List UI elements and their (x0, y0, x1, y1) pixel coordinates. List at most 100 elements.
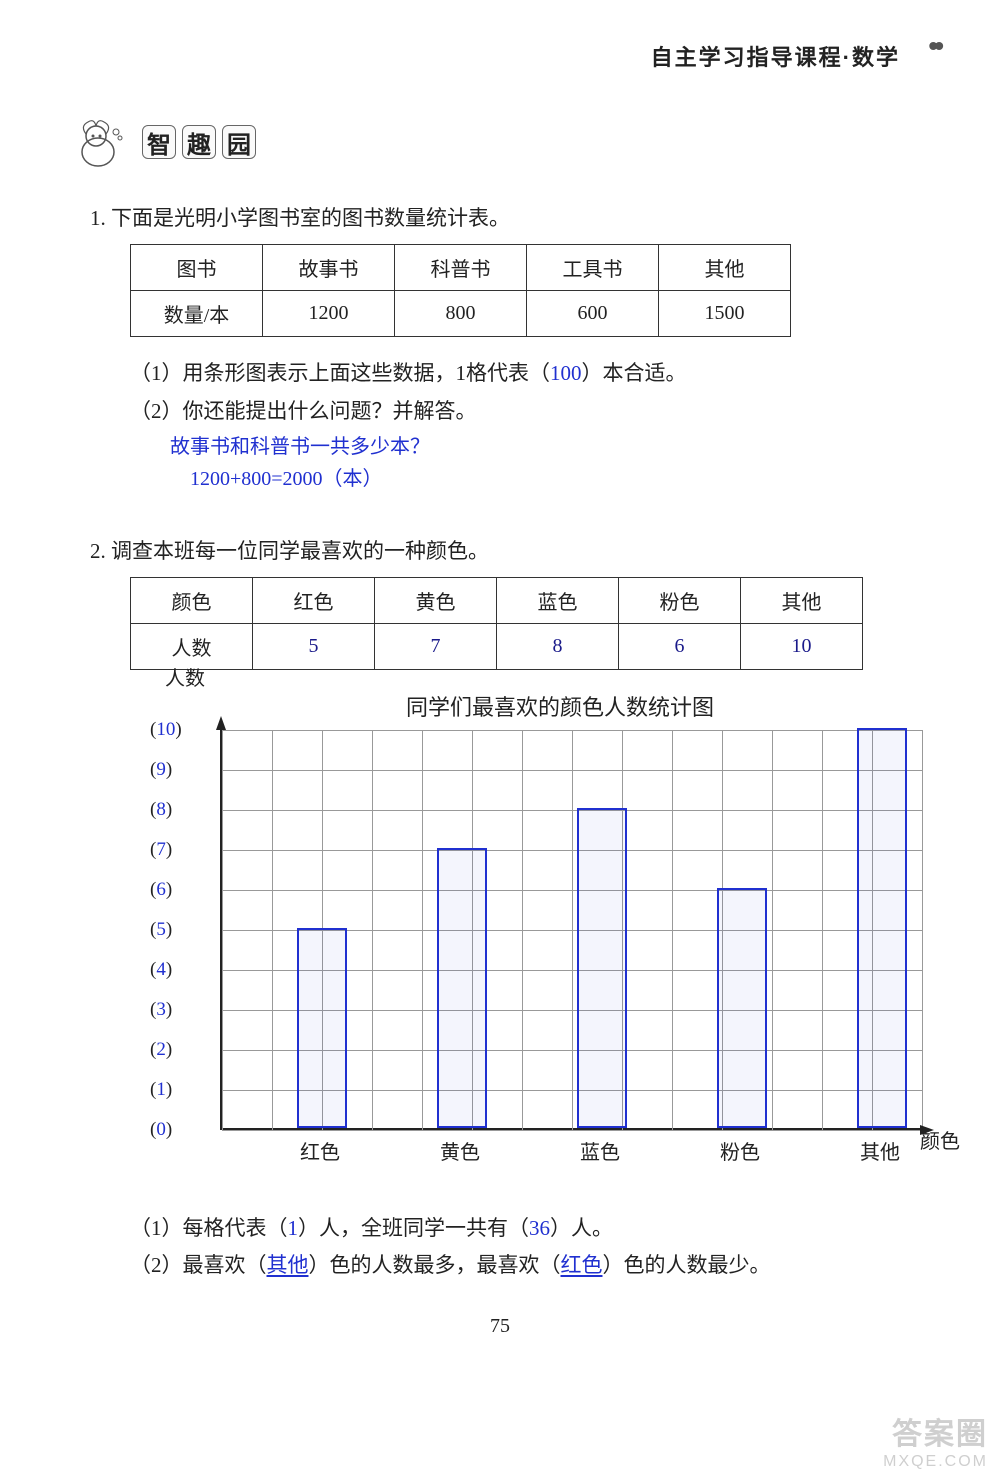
table-cell: 7 (375, 623, 497, 669)
y-tick-label: (3) (150, 999, 172, 1021)
table-header: 科普书 (395, 245, 527, 291)
y-tick-label: (7) (150, 839, 172, 861)
table-cell: 600 (527, 291, 659, 337)
chart-bar (857, 728, 907, 1128)
q1-answer-line1: 故事书和科普书一共多少本？ (170, 431, 930, 463)
question-1: 1. 下面是光明小学图书室的图书数量统计表。 (90, 202, 930, 232)
table-header: 图书 (131, 245, 263, 291)
x-labels: 红色黄色蓝色粉色其他 (220, 1136, 920, 1166)
answer: 其他 (267, 1253, 309, 1277)
y-tick-label: (2) (150, 1039, 172, 1061)
watermark-line2: MXQE.COM (883, 1453, 988, 1471)
table-row: 数量/本 1200 800 600 1500 (131, 291, 791, 337)
header-text: 自主学习指导课程·数学 (651, 45, 900, 70)
gridline-v (672, 730, 673, 1130)
q1-sub2: （2）你还能提出什么问题？并解答。 (130, 393, 930, 431)
table-cell: 800 (395, 291, 527, 337)
title-char: 智 (142, 125, 176, 159)
watermark-line1: 答案圈 (883, 1409, 988, 1453)
gridline-h (222, 1130, 922, 1131)
table-row: 人数 5 7 8 6 10 (131, 623, 863, 669)
q2-table: 颜色 红色 黄色 蓝色 粉色 其他 人数 5 7 8 6 10 (130, 577, 863, 670)
table-cell: 6 (619, 623, 741, 669)
chart-grid (220, 730, 920, 1130)
y-tick-label: (5) (150, 919, 172, 941)
table-cell: 1200 (263, 291, 395, 337)
gridline-v (772, 730, 773, 1130)
table-header: 其他 (659, 245, 791, 291)
q1-number: 1. (90, 206, 106, 230)
y-ticks: (10)(9)(8)(7)(6)(5)(4)(3)(2)(1)(0) (150, 730, 210, 1130)
table-header: 颜色 (131, 577, 253, 623)
mascot-icon (70, 112, 130, 172)
y-tick-label: (6) (150, 879, 172, 901)
y-axis-arrow-icon (216, 716, 226, 730)
y-tick-label: (8) (150, 799, 172, 821)
x-axis-label: 颜色 (920, 1125, 960, 1154)
table-cell: 5 (253, 623, 375, 669)
q1-sub1: （1）用条形图表示上面这些数据，1格代表（100）本合适。 (130, 355, 930, 393)
y-tick-label: (9) (150, 759, 172, 781)
q1-answer-line2: 1200+800=2000（本） (190, 463, 930, 495)
gridline-v (422, 730, 423, 1130)
gridline-v (372, 730, 373, 1130)
chart-area: (10)(9)(8)(7)(6)(5)(4)(3)(2)(1)(0) 红色黄色蓝… (160, 730, 940, 1160)
title-char: 园 (222, 125, 256, 159)
y-tick-label: (1) (150, 1079, 172, 1101)
table-header: 工具书 (527, 245, 659, 291)
gridline-v (572, 730, 573, 1130)
q2-sub2: （2）最喜欢（其他）色的人数最多，最喜欢（红色）色的人数最少。 (130, 1247, 930, 1285)
answer: 1 (288, 1216, 299, 1240)
page-number: 75 (70, 1315, 930, 1338)
x-tick-label: 其他 (860, 1136, 900, 1165)
text: ）色的人数最多，最喜欢（ (309, 1253, 561, 1277)
text: ）色的人数最少。 (603, 1253, 771, 1277)
y-axis-label: 人数 (165, 662, 205, 691)
question-2: 2. 调查本班每一位同学最喜欢的一种颜色。 (90, 535, 930, 565)
gridline-v (822, 730, 823, 1130)
y-tick-label: (4) (150, 959, 172, 981)
table-header: 红色 (253, 577, 375, 623)
q2-number: 2. (90, 539, 106, 563)
chart-bar (297, 928, 347, 1128)
q2-prompt: 调查本班每一位同学最喜欢的一种颜色。 (111, 539, 489, 563)
answer: 100 (550, 361, 582, 385)
text: （1）每格代表（ (130, 1216, 288, 1240)
text: （2）最喜欢（ (130, 1253, 267, 1277)
text: （1）用条形图表示上面这些数据，1格代表（ (130, 361, 550, 385)
row-label: 数量/本 (131, 291, 263, 337)
chart-bar (717, 888, 767, 1128)
chart-bar (437, 848, 487, 1128)
answer: 红色 (561, 1253, 603, 1277)
gridline-v (522, 730, 523, 1130)
table-header: 其他 (741, 577, 863, 623)
table-cell: 1500 (659, 291, 791, 337)
table-header: 故事书 (263, 245, 395, 291)
table-cell: 10 (741, 623, 863, 669)
table-cell: 8 (497, 623, 619, 669)
x-tick-label: 黄色 (440, 1136, 480, 1165)
header-decoration: •• (928, 30, 940, 62)
y-tick-label: (10) (150, 719, 182, 741)
gridline-v (222, 730, 223, 1130)
x-tick-label: 红色 (300, 1136, 340, 1165)
q2-sub1: （1）每格代表（1）人，全班同学一共有（36）人。 (130, 1210, 930, 1248)
y-tick-label: (0) (150, 1119, 172, 1141)
answer: 36 (529, 1216, 550, 1240)
watermark: 答案圈 MXQE.COM (883, 1409, 988, 1471)
x-tick-label: 蓝色 (580, 1136, 620, 1165)
q1-prompt: 下面是光明小学图书室的图书数量统计表。 (111, 206, 510, 230)
text: ）人。 (550, 1216, 613, 1240)
table-header: 蓝色 (497, 577, 619, 623)
table-header: 粉色 (619, 577, 741, 623)
table-header: 黄色 (375, 577, 497, 623)
chart-bar (577, 808, 627, 1128)
page-header: 自主学习指导课程·数学 •• (70, 40, 930, 72)
gridline-v (272, 730, 273, 1130)
gridline-v (922, 730, 923, 1130)
q1-table: 图书 故事书 科普书 工具书 其他 数量/本 1200 800 600 1500 (130, 244, 791, 337)
section-header: 智 趣 园 (70, 112, 930, 172)
section-title: 智 趣 园 (142, 125, 256, 159)
text: ）人，全班同学一共有（ (298, 1216, 529, 1240)
title-char: 趣 (182, 125, 216, 159)
